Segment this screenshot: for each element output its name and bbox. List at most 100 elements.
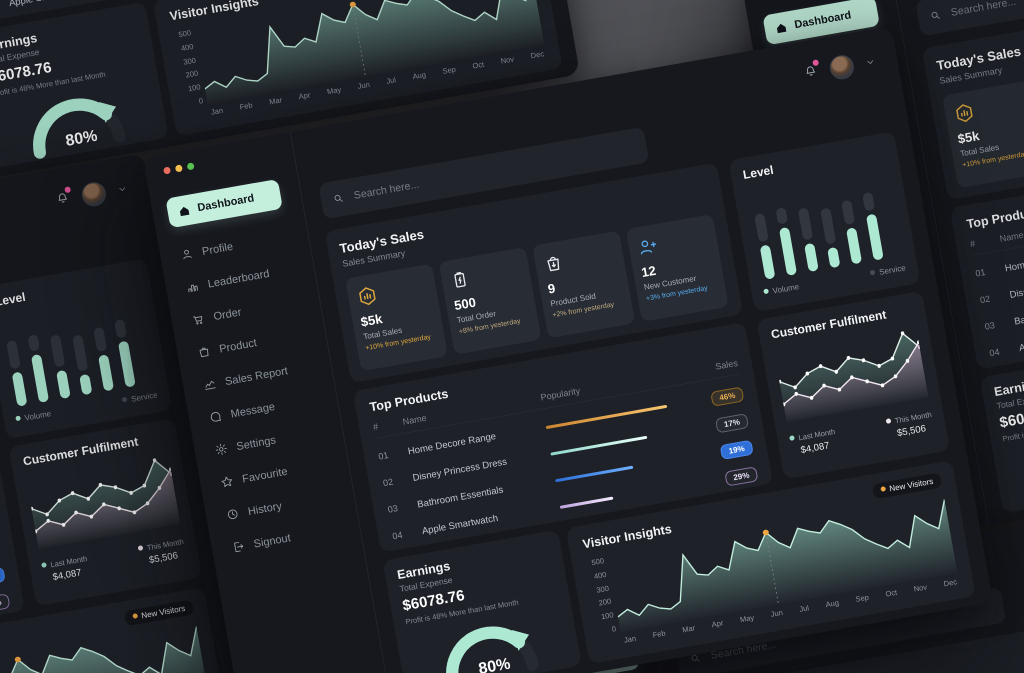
earnings-gauge: 80% [446,626,539,673]
bag-icon [199,347,209,358]
earnings-gauge: 80% [33,98,126,159]
bell-icon [58,193,68,203]
sales-badge: 29% [724,466,759,487]
stat-total-order[interactable]: 500 Total Order +8% from yesterday [438,246,542,355]
stat-tiles: $5k Total Sales +10% from yesterday 500 … [942,31,1024,189]
legend-this-month: This Month $5,506 [137,537,186,568]
header-actions [801,50,877,86]
legend-volume: Volume [763,282,800,297]
sales-hexagon-icon [956,104,973,123]
sidebar-item-history[interactable]: History [225,494,312,522]
sales-badge: 29% [0,593,11,614]
chevron-down-icon[interactable] [117,183,129,195]
stat-total-sales[interactable]: $5k Total Sales +10% from yesterday [345,263,449,372]
bag-download-icon [547,256,560,272]
visitor-line-chart [607,496,958,633]
clock-icon [227,509,238,520]
sidebar-item-order[interactable]: Order [191,299,278,327]
legend-last-month: Last Month $4,087 [789,427,838,458]
header-actions [53,177,129,213]
sidebar-item-leaderboard[interactable]: Leaderboard [185,267,272,295]
gauge-percent: 80% [64,127,99,150]
user-icon [183,249,192,260]
legend-volume: Volume [15,409,52,424]
fulfilment-area-chart [777,331,929,423]
sales-hexagon-icon [359,287,376,306]
chevron-down-icon[interactable] [865,56,877,68]
stat-tiles: $5k Total Sales +10% from yesterday 500 … [345,213,730,372]
popularity-bar [559,496,614,509]
sidebar-item-message[interactable]: Message [208,397,295,425]
cart-icon [193,316,203,325]
level-card: Level Volume Service [728,131,921,313]
stat-product-sold[interactable]: 9 Product Sold +2% from yesterday [532,230,636,339]
sidebar-item-signout[interactable]: Signout [231,527,318,555]
user-avatar[interactable] [827,53,856,82]
dashboard-window: Dashboard Profile Leaderboard Order Pro [143,26,994,673]
legend-service: Service [869,263,906,278]
dashboard-window: Dashboard Profile Leaderboard Order Pro [0,0,581,207]
home-icon [179,206,190,216]
popularity-bar [554,465,634,482]
legend-this-month: This Month $5,506 [885,410,934,441]
level-bar-chart [746,165,904,281]
dashboard-panel-main: Dashboard Profile Leaderboard Order Pro [143,26,994,673]
gauge-percent: 80% [477,655,512,673]
search-icon [334,194,343,202]
sidebar-item-dashboard[interactable]: Dashboard [165,178,283,229]
bell-icon [806,66,816,76]
search-bar [318,126,650,220]
legend-service: Service [121,390,158,405]
order-note-icon [454,271,466,288]
sales-badge: 19% [0,566,6,588]
level-card: Level Volume Service [0,258,173,440]
sidebar-item-label: Dashboard [196,192,256,215]
sales-badge: 46% [710,386,745,407]
message-icon [210,412,222,422]
notifications-button[interactable] [802,59,820,84]
search-bar [675,586,1007,673]
fulfilment-area-chart [29,458,181,550]
earnings-card: Earnings Total Expense $6078.76 Profit i… [979,346,1024,514]
sidebar-item-sales-report[interactable]: Sales Report [202,364,289,392]
popularity-bar [550,435,648,456]
star-icon [221,476,233,488]
earnings-card: Earnings Total Expense $6078.76 Profit i… [0,1,169,169]
search-input[interactable] [947,0,1024,21]
chart-line-icon [205,380,216,390]
new-visitors-legend: New Visitors [871,472,943,500]
user-avatar[interactable] [79,180,108,209]
dashboard-panel-left: Dashboard Profile Leaderboard Order Pro [0,153,246,673]
notifications-button[interactable] [54,186,72,211]
signout-icon [234,541,244,553]
sidebar-item-product[interactable]: Product [197,332,284,360]
legend-last-month: Last Month $4,087 [41,554,90,585]
visitor-line-chart [194,0,545,105]
todays-sales-card: Today's Sales Sales Summary $5k Total Sa… [324,162,744,384]
earnings-card: Earnings Total Expense $6078.76 Profit i… [382,529,582,673]
popularity-bar [545,404,668,429]
visitor-line-chart [0,623,210,673]
search-bar [915,0,1024,37]
search-icon [931,11,940,19]
new-visitors-legend: New Visitors [123,599,195,627]
sidebar-item-settings[interactable]: Settings [214,429,301,457]
sidebar-item-profile[interactable]: Profile [179,234,266,262]
stat-new-customer[interactable]: 12 New Customer +3% from yesterday [625,213,729,322]
sales-badge: 19% [719,439,754,461]
gear-icon [215,443,227,455]
stat-total-sales[interactable]: $5k Total Sales +10% from yesterday [942,80,1024,189]
level-bar-chart [0,292,155,408]
home-icon [776,23,787,33]
sidebar-item-dashboard[interactable]: Dashboard [762,0,880,46]
sidebar-item-favourite[interactable]: Favourite [219,462,306,490]
sidebar-nav: Profile Leaderboard Order Product Sales … [179,234,317,554]
dashboard-window: Dashboard Profile Leaderboard Order Pro [0,153,246,673]
customer-fulfilment-card: Customer Fulfilment Last Month $4,087 Th… [756,290,951,480]
